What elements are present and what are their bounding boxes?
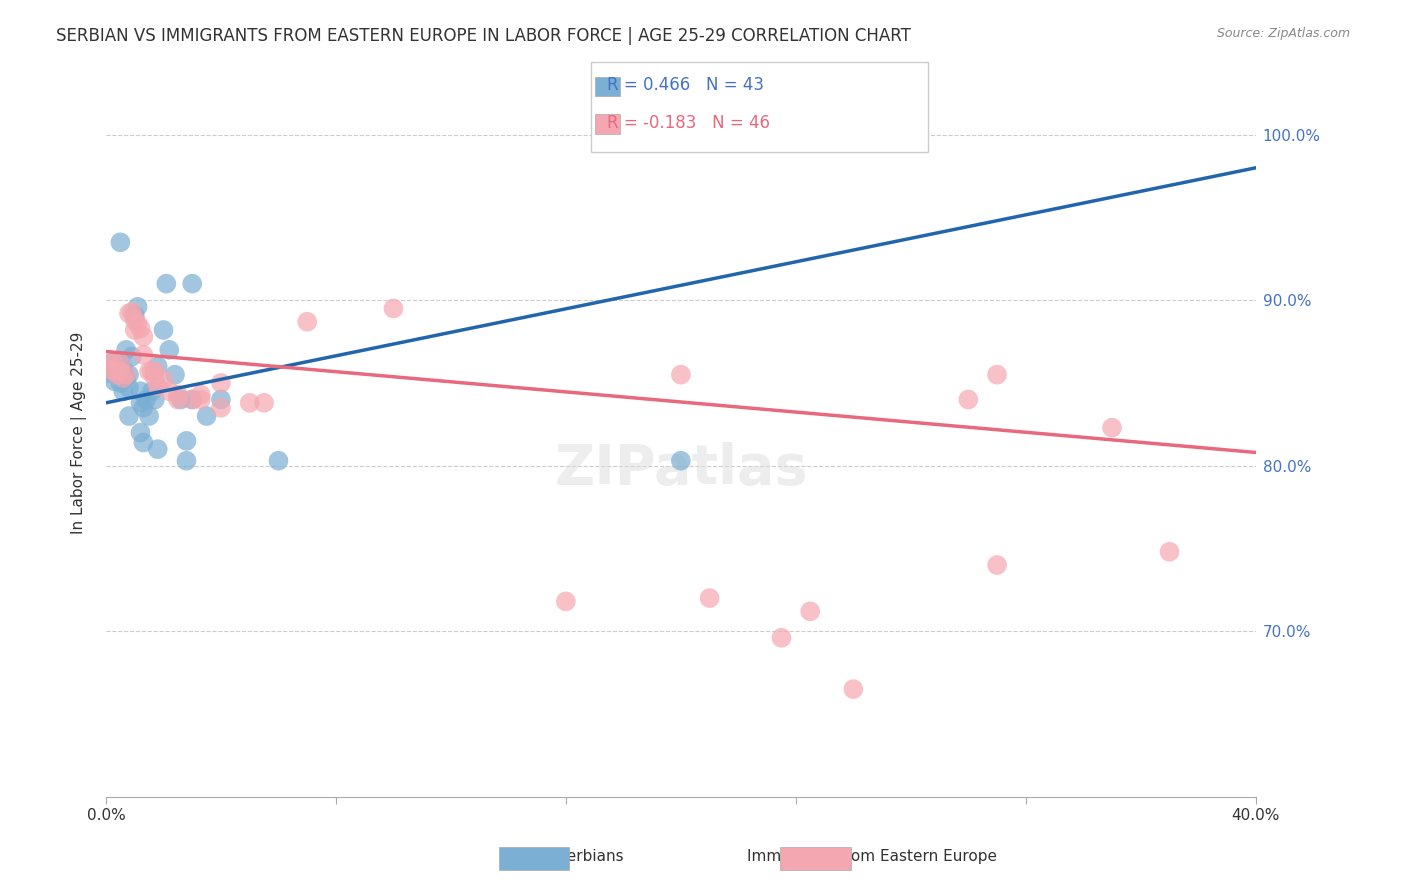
- Point: [138, 364, 160, 378]
- Point: [152, 373, 174, 387]
- Text: R = 0.466   N = 43: R = 0.466 N = 43: [607, 76, 765, 94]
- Point: [190, 387, 212, 401]
- Point: [166, 392, 188, 407]
- Point: [146, 359, 169, 374]
- Point: [110, 364, 132, 378]
- Point: [141, 364, 163, 378]
- Point: [176, 434, 198, 448]
- Point: [181, 392, 204, 407]
- Point: [253, 396, 276, 410]
- Point: [124, 323, 146, 337]
- Point: [176, 454, 198, 468]
- Point: [97, 356, 120, 370]
- Point: [132, 435, 155, 450]
- Point: [770, 631, 793, 645]
- Point: [135, 392, 157, 407]
- Point: [267, 454, 290, 468]
- Point: [118, 409, 141, 423]
- Point: [141, 384, 163, 399]
- Point: [239, 396, 262, 410]
- Point: [143, 392, 166, 407]
- Point: [295, 315, 318, 329]
- Point: [209, 401, 232, 415]
- Text: Source: ZipAtlas.com: Source: ZipAtlas.com: [1216, 27, 1350, 40]
- Point: [107, 368, 129, 382]
- Point: [121, 305, 143, 319]
- Point: [118, 381, 141, 395]
- Point: [110, 235, 132, 250]
- Point: [110, 356, 132, 370]
- Point: [138, 409, 160, 423]
- Point: [129, 425, 152, 440]
- Point: [100, 356, 122, 370]
- Point: [209, 376, 232, 390]
- Point: [115, 343, 138, 357]
- Point: [127, 317, 149, 331]
- Point: [132, 401, 155, 415]
- Point: [157, 384, 180, 399]
- Point: [97, 366, 120, 380]
- Point: [107, 359, 129, 374]
- Point: [195, 409, 218, 423]
- Point: [100, 362, 122, 376]
- Point: [112, 362, 135, 376]
- Point: [115, 371, 138, 385]
- Point: [155, 277, 177, 291]
- Point: [842, 682, 865, 697]
- Point: [129, 321, 152, 335]
- Point: [170, 392, 193, 407]
- Point: [166, 387, 188, 401]
- Point: [124, 308, 146, 322]
- Point: [104, 356, 127, 370]
- Point: [118, 368, 141, 382]
- Point: [143, 364, 166, 378]
- Point: [146, 442, 169, 457]
- Text: Immigrants from Eastern Europe: Immigrants from Eastern Europe: [747, 849, 997, 863]
- Point: [127, 300, 149, 314]
- Text: R = -0.183   N = 46: R = -0.183 N = 46: [607, 114, 770, 132]
- Point: [121, 350, 143, 364]
- Point: [209, 392, 232, 407]
- Point: [669, 454, 692, 468]
- Text: SERBIAN VS IMMIGRANTS FROM EASTERN EUROPE IN LABOR FORCE | AGE 25-29 CORRELATION: SERBIAN VS IMMIGRANTS FROM EASTERN EUROP…: [56, 27, 911, 45]
- Point: [110, 376, 132, 390]
- Point: [986, 368, 1008, 382]
- Y-axis label: In Labor Force | Age 25-29: In Labor Force | Age 25-29: [72, 332, 87, 533]
- Point: [104, 364, 127, 378]
- Point: [132, 329, 155, 343]
- Point: [132, 348, 155, 362]
- Point: [107, 368, 129, 382]
- Point: [104, 362, 127, 376]
- Point: [157, 343, 180, 357]
- Point: [104, 374, 127, 388]
- Text: Serbians: Serbians: [557, 849, 624, 863]
- Point: [112, 384, 135, 399]
- Point: [152, 323, 174, 337]
- Point: [799, 604, 821, 618]
- Point: [957, 392, 980, 407]
- Point: [986, 558, 1008, 572]
- Point: [129, 384, 152, 399]
- Point: [699, 591, 721, 606]
- Point: [163, 368, 186, 382]
- Point: [112, 371, 135, 385]
- Point: [181, 392, 204, 407]
- Text: ZIPatlas: ZIPatlas: [554, 442, 807, 496]
- Point: [110, 354, 132, 368]
- Point: [146, 379, 169, 393]
- Point: [124, 313, 146, 327]
- Point: [382, 301, 405, 316]
- Point: [143, 371, 166, 385]
- Point: [1101, 420, 1123, 434]
- Point: [181, 277, 204, 291]
- Point: [115, 368, 138, 382]
- Point: [190, 392, 212, 407]
- Point: [118, 306, 141, 320]
- Point: [554, 594, 576, 608]
- Point: [1159, 545, 1181, 559]
- Point: [669, 368, 692, 382]
- Point: [129, 396, 152, 410]
